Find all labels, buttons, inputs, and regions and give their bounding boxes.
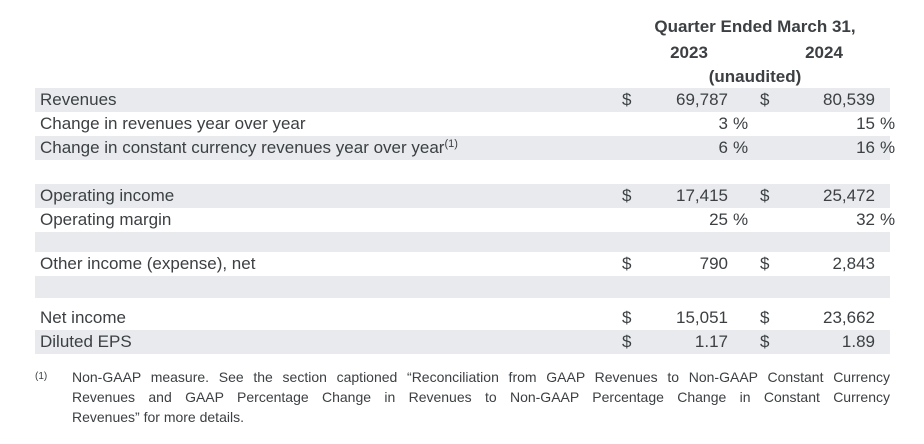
other-income-2024-dollar-sign: $ <box>760 254 770 273</box>
change-in-cc-revenues-2024-percent-sign: % <box>880 138 896 157</box>
change-in-cc-revenues-2023-percent-sign: % <box>733 138 749 157</box>
operating-margin-label: Operating margin <box>40 210 172 229</box>
table-row-revenues: Revenues $ 69,787 $ 80,539 <box>35 88 890 112</box>
table-row-change-in-revenues: Change in revenues year over year 3 % 15… <box>35 112 896 136</box>
footnote-text: Non-GAAP measure. See the section captio… <box>72 367 890 427</box>
other-income-label: Other income (expense), net <box>40 254 256 273</box>
footnote-reference: (1) <box>444 138 458 150</box>
change-in-cc-revenues-label: Change in constant currency revenues yea… <box>40 138 458 157</box>
operating-margin-2024-value: 32 <box>856 210 875 229</box>
diluted-eps-2024-dollar-sign: $ <box>760 332 770 351</box>
diluted-eps-2023-dollar-sign: $ <box>622 332 632 351</box>
revenues-2024-value: 80,539 <box>823 90 875 109</box>
change-in-revenues-2024-percent-sign: % <box>880 114 896 133</box>
spacer-row <box>35 232 890 252</box>
net-income-2023-value: 15,051 <box>676 308 728 327</box>
spacer-row <box>35 298 890 306</box>
spacer-row <box>35 276 890 298</box>
revenues-2024-dollar-sign: $ <box>760 90 770 109</box>
table-row-other-income: Other income (expense), net $ 790 $ 2,84… <box>35 252 890 276</box>
footnote-line: Revenues and GAAP Percentage Change in R… <box>72 389 890 405</box>
operating-income-2023-value: 17,415 <box>676 186 728 205</box>
net-income-2024-dollar-sign: $ <box>760 308 770 327</box>
table-row-operating-margin: Operating margin 25 % 32 % <box>35 208 896 232</box>
other-income-2023-value: 790 <box>699 254 728 273</box>
operating-income-2024-value: 25,472 <box>823 186 875 205</box>
change-in-revenues-label: Change in revenues year over year <box>40 114 306 133</box>
revenues-label: Revenues <box>40 90 117 109</box>
net-income-label: Net income <box>40 308 126 327</box>
diluted-eps-2024-value: 1.89 <box>841 332 875 351</box>
diluted-eps-label: Diluted EPS <box>40 332 132 351</box>
change-in-revenues-2023-value: 3 <box>718 114 728 133</box>
table-row-net-income: Net income $ 15,051 $ 23,662 <box>35 306 890 330</box>
operating-income-2024-dollar-sign: $ <box>760 186 770 205</box>
financial-results-table: Quarter Ended March 31, 2023 2024 (unaud… <box>35 14 896 354</box>
column-header-2023: 2023 <box>670 43 708 62</box>
table-header-unaudited-row: (unaudited) <box>35 66 890 88</box>
other-income-2024-value: 2,843 <box>832 254 875 273</box>
change-in-revenues-2024-value: 15 <box>856 114 875 133</box>
net-income-2024-value: 23,662 <box>823 308 875 327</box>
change-in-revenues-2023-percent-sign: % <box>733 114 749 133</box>
table-row-operating-income: Operating income $ 17,415 $ 25,472 <box>35 184 890 208</box>
footnote-line: Non-GAAP measure. See the section captio… <box>72 369 890 385</box>
change-in-cc-revenues-2023-value: 6 <box>718 138 728 157</box>
table-header-period-row: Quarter Ended March 31, <box>35 14 890 40</box>
revenues-2023-dollar-sign: $ <box>622 90 632 109</box>
operating-income-2023-dollar-sign: $ <box>622 186 632 205</box>
spacer-row <box>35 160 890 184</box>
net-income-2023-dollar-sign: $ <box>622 308 632 327</box>
operating-margin-2024-percent-sign: % <box>880 210 896 229</box>
operating-margin-2023-value: 25 <box>709 210 728 229</box>
operating-margin-2023-percent-sign: % <box>733 210 749 229</box>
change-in-cc-revenues-2024-value: 16 <box>856 138 875 157</box>
footnote: (1) Non-GAAP measure. See the section ca… <box>35 367 890 427</box>
table-row-change-in-constant-currency-revenues: Change in constant currency revenues yea… <box>35 136 896 160</box>
other-income-2023-dollar-sign: $ <box>622 254 632 273</box>
table-row-diluted-eps: Diluted EPS $ 1.17 $ 1.89 <box>35 330 890 354</box>
diluted-eps-2023-value: 1.17 <box>694 332 728 351</box>
unaudited-note: (unaudited) <box>708 67 802 86</box>
operating-income-label: Operating income <box>40 186 175 205</box>
footnote-line: Revenues” for more details. <box>72 409 244 425</box>
table-header-years-row: 2023 2024 <box>35 40 890 66</box>
footnote-marker: (1) <box>35 371 48 382</box>
period-title: Quarter Ended March 31, <box>654 17 856 36</box>
revenues-2023-value: 69,787 <box>676 90 728 109</box>
column-header-2024: 2024 <box>805 43 843 62</box>
